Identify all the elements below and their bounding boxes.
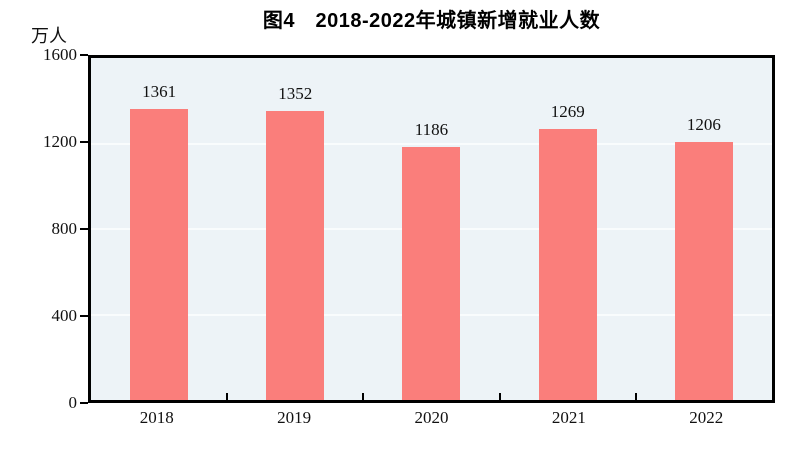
x-tick-label: 2018: [139, 408, 174, 427]
x-tick-label: 2022: [689, 408, 724, 427]
bar: [402, 146, 461, 400]
bar-value-label: 1186: [414, 119, 449, 139]
bar-group: 1186: [363, 120, 499, 400]
bar-group: 1206: [636, 116, 772, 400]
y-tick-label: 1200: [43, 132, 77, 151]
bar: [130, 109, 189, 400]
chart-title: 图4 2018-2022年城镇新增就业人数: [262, 10, 601, 32]
y-tick-label: 800: [51, 219, 78, 238]
gridline: [91, 142, 772, 145]
bar: [266, 111, 325, 400]
bar: [674, 142, 733, 400]
x-tick-mark: [226, 393, 229, 400]
y-tick-label: 400: [51, 306, 78, 325]
y-tick-mark: [80, 141, 88, 143]
bar-value-label: 1361: [142, 82, 177, 102]
y-tick-mark: [80, 402, 88, 404]
y-tick-mark: [80, 228, 88, 230]
y-axis-tick-labels: 0 400 800 1200 1600: [0, 46, 78, 412]
bar-value-label: 1269: [550, 101, 585, 121]
x-tick-label: 2019: [277, 408, 312, 427]
x-tick-mark: [634, 393, 637, 400]
y-tick-mark: [80, 54, 88, 56]
x-tick-mark: [498, 393, 501, 400]
y-axis-tick-marks: [80, 54, 88, 404]
y-tick-label: 0: [68, 393, 78, 412]
plot-area: 1361 1352 1186 1269 1206: [88, 55, 775, 403]
x-tick-label: 2021: [551, 408, 586, 427]
x-tick-label: 2020: [414, 408, 449, 427]
y-axis-unit-label: 万人: [31, 26, 67, 46]
y-tick-label: 1600: [43, 45, 77, 64]
bar-group: 1361: [91, 83, 227, 400]
y-tick-mark: [80, 315, 88, 317]
bar-value-label: 1352: [278, 84, 313, 104]
x-axis-tick-labels: 2018 2019 2020 2021 2022: [88, 409, 775, 429]
bar-group: 1352: [227, 85, 363, 400]
bar-group: 1269: [500, 102, 636, 400]
bar: [538, 128, 597, 400]
bar-value-label: 1206: [686, 115, 721, 135]
x-tick-mark: [362, 393, 365, 400]
